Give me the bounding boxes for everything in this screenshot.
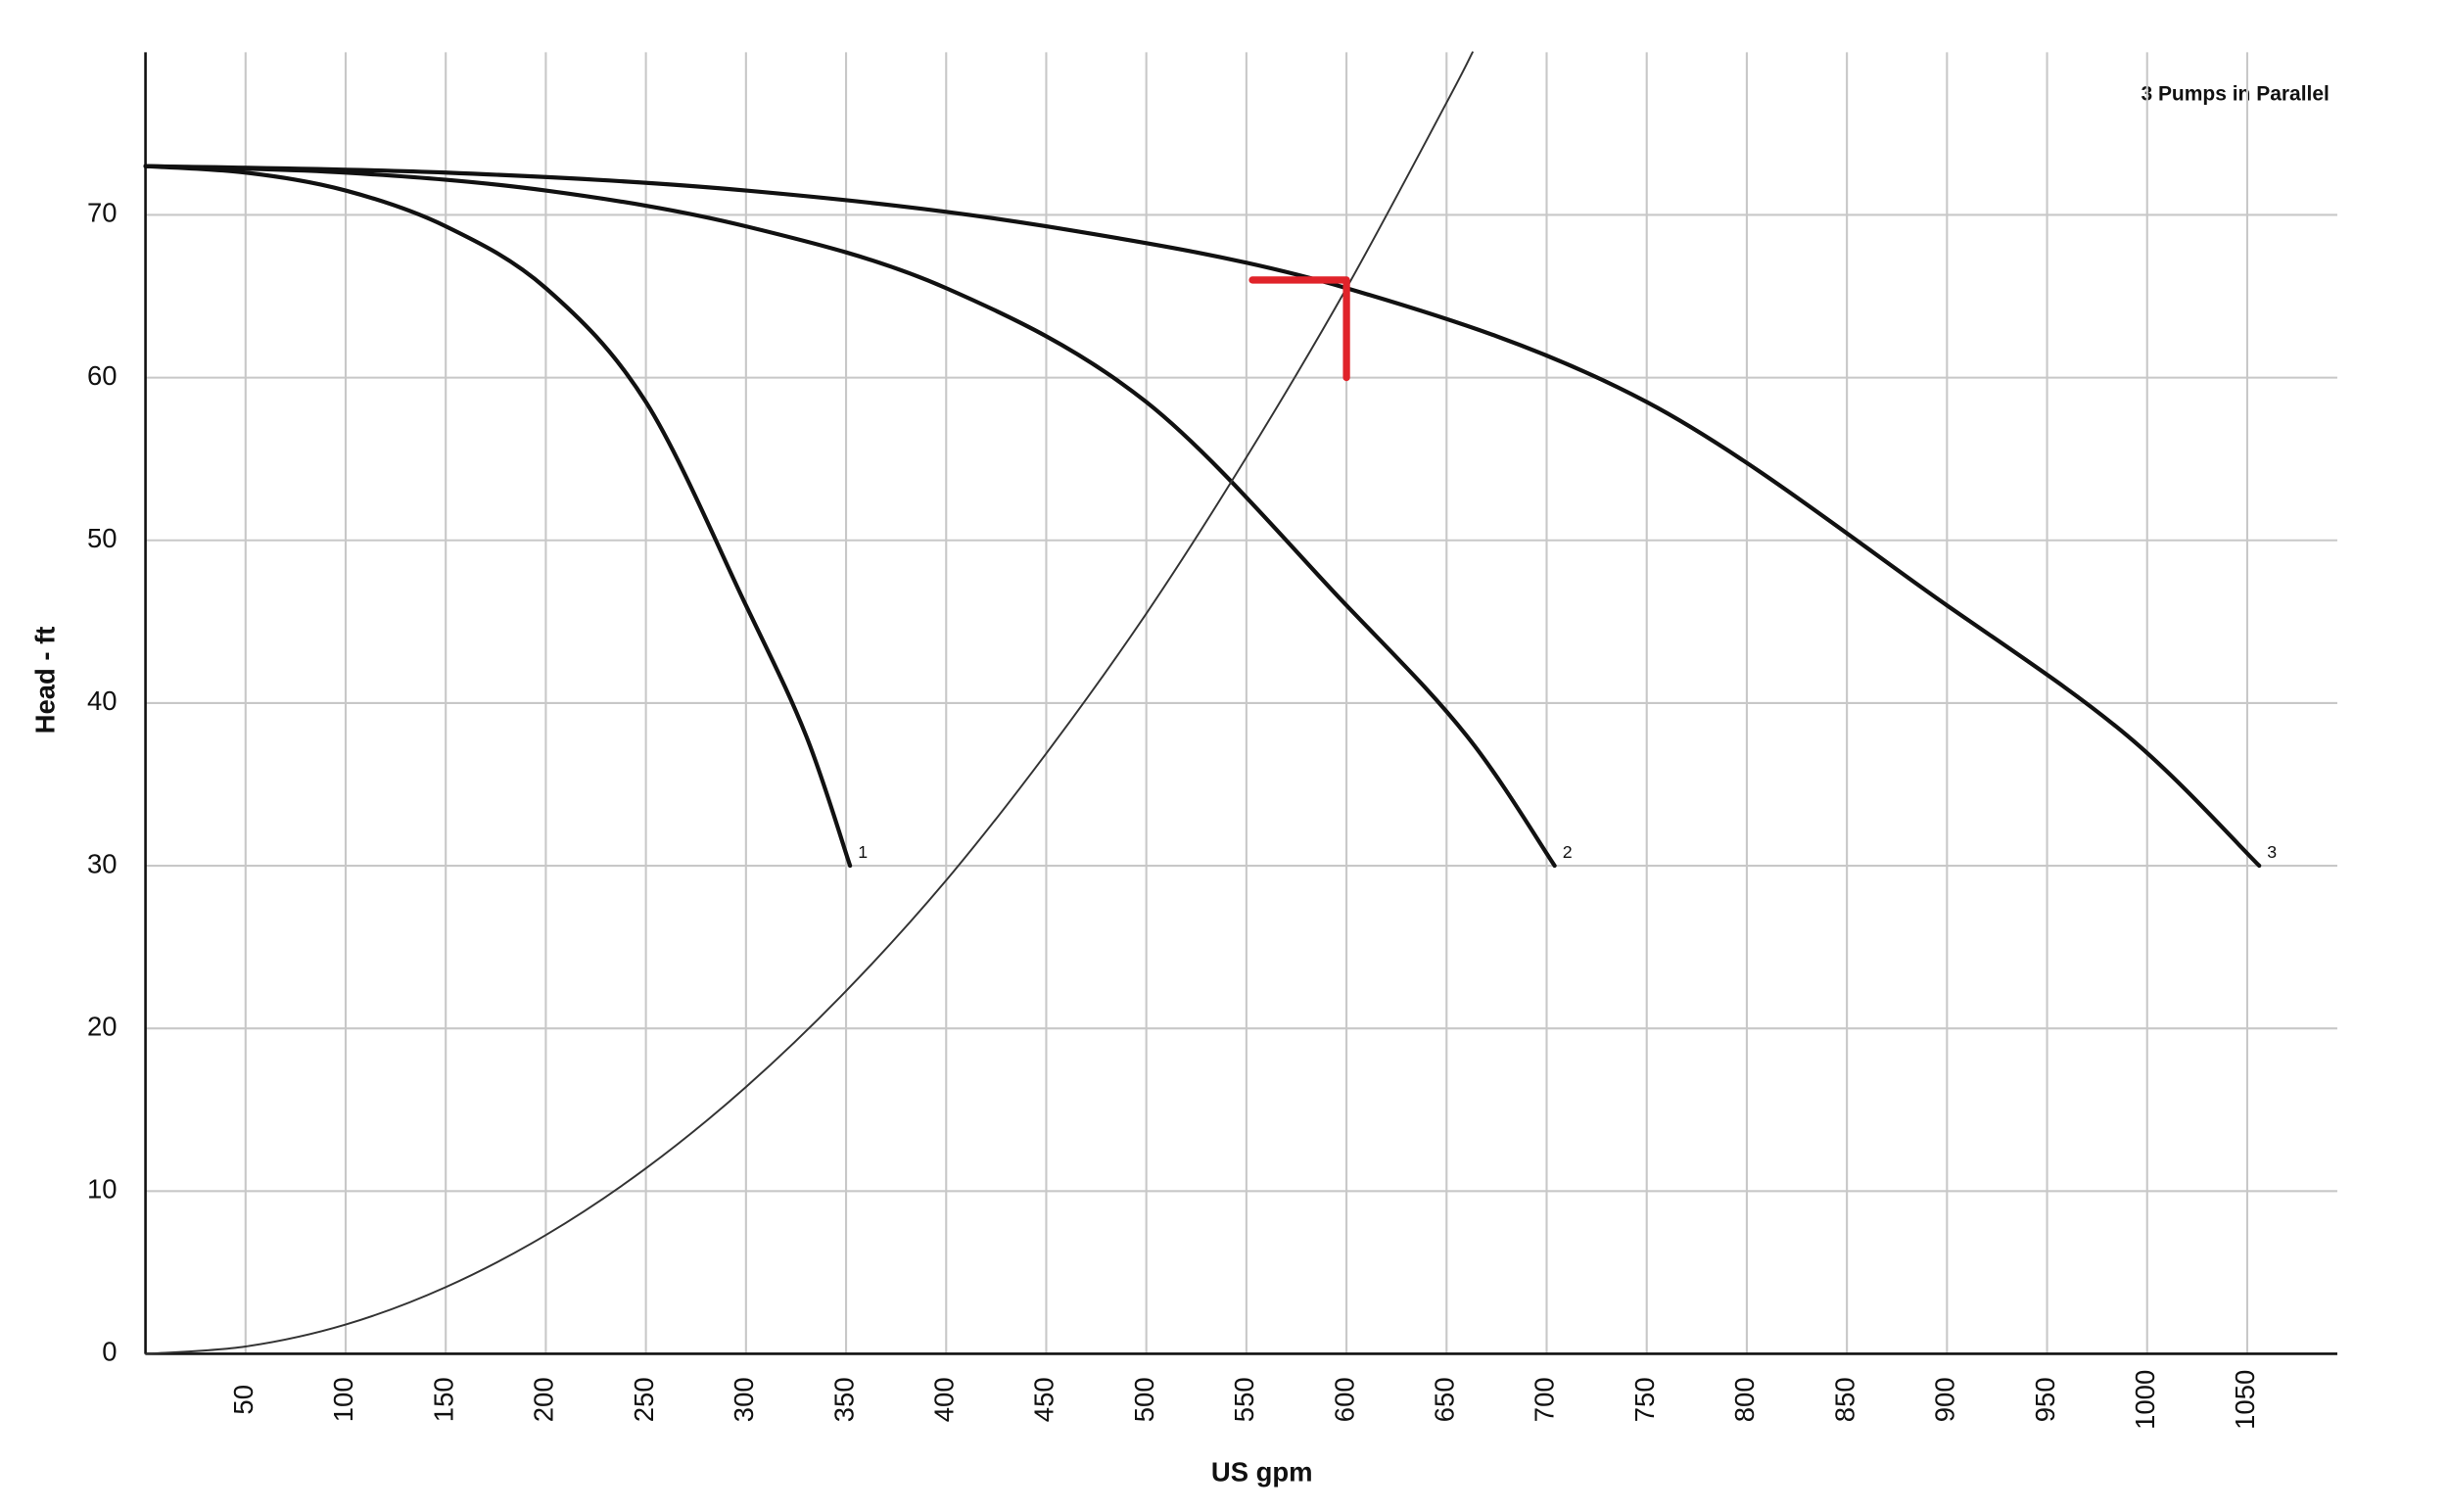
- x-tick-label: 800: [1729, 1377, 1760, 1422]
- series-line: [1248, 276, 1350, 382]
- y-tick-label: 40: [87, 685, 118, 716]
- y-tick-label: 10: [87, 1174, 118, 1205]
- x-tick-label: 450: [1029, 1377, 1059, 1422]
- curve-label: 1: [858, 842, 868, 862]
- chart-title: 3 Pumps in Parallel: [2141, 82, 2329, 105]
- x-tick-label: 700: [1530, 1377, 1560, 1422]
- series-line: [143, 164, 2262, 869]
- x-tick-label: 600: [1329, 1377, 1359, 1422]
- x-tick-label: 750: [1629, 1377, 1660, 1422]
- x-tick-label: 1000: [2130, 1370, 2160, 1430]
- x-tick-label: 550: [1229, 1377, 1259, 1422]
- x-tick-label: 150: [428, 1377, 458, 1422]
- y-tick-label: 20: [87, 1011, 118, 1041]
- x-tick-label: 350: [828, 1377, 859, 1422]
- x-tick-label: 250: [629, 1377, 659, 1422]
- x-tick-label: 50: [228, 1385, 259, 1415]
- series-line: [143, 164, 853, 869]
- x-tick-label: 650: [1430, 1377, 1460, 1422]
- series-line: [143, 164, 1557, 869]
- y-tick-label: 30: [87, 848, 118, 878]
- y-tick-label: 70: [87, 198, 118, 228]
- x-tick-label: 1050: [2230, 1370, 2260, 1430]
- x-tick-label: 200: [529, 1377, 559, 1422]
- x-tick-label: 500: [1129, 1377, 1159, 1422]
- y-tick-label: 0: [102, 1337, 117, 1367]
- curve-label: 3: [2267, 842, 2277, 862]
- x-tick-label: 100: [328, 1377, 358, 1422]
- x-tick-label: 950: [2030, 1377, 2060, 1422]
- x-tick-label: 850: [1829, 1377, 1860, 1422]
- series-line: [144, 51, 1474, 1355]
- x-tick-label: 900: [1930, 1377, 1960, 1422]
- x-axis-label: US gpm: [1211, 1456, 1313, 1487]
- y-tick-label: 60: [87, 360, 118, 391]
- y-tick-label: 50: [87, 523, 118, 553]
- curve-label: 2: [1563, 842, 1573, 862]
- y-axis-label: Head - ft: [30, 627, 61, 734]
- x-tick-label: 400: [928, 1377, 959, 1422]
- x-tick-label: 300: [729, 1377, 759, 1422]
